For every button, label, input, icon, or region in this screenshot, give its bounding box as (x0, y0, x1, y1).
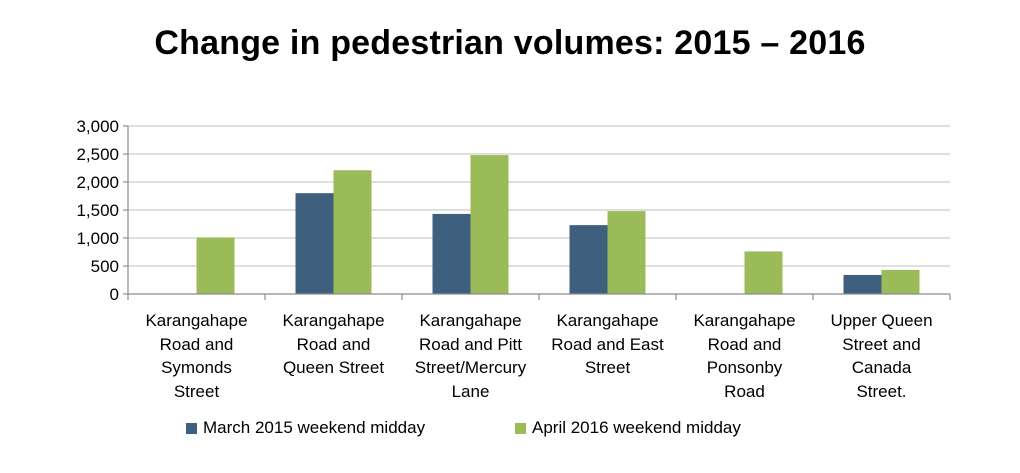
x-tick-label: Karangahape Road and East Street (551, 311, 664, 377)
x-tick-label: Karangahape Road and Symonds Street (145, 311, 248, 401)
bar-march-2015 (569, 225, 608, 294)
gridlines (128, 125, 950, 267)
y-tick-label: 2,000 (76, 173, 119, 192)
bars (196, 155, 920, 294)
legend-item: March 2015 weekend midday (186, 418, 425, 438)
x-tick-label: Karangahape Road and Ponsonby Road (693, 311, 796, 401)
x-tick-label: Karangahape Road and Pitt Street/Mercury La… (414, 311, 527, 401)
y-tick-label: 3,000 (76, 117, 119, 136)
bar-april-2016 (607, 211, 646, 294)
y-tick-label: 500 (91, 257, 119, 276)
y-tick-label: 2,500 (76, 145, 119, 164)
legend-swatch (186, 422, 197, 434)
legend-item: April 2016 weekend midday (515, 418, 741, 438)
legend-label: April 2016 weekend midday (532, 418, 741, 437)
axes (123, 125, 951, 300)
y-tick-labels: 0 500 1,000 1,500 2,000 2,500 3,000 (76, 117, 119, 304)
chart-title: Change in pedestrian volumes: 2015 – 201… (154, 24, 866, 62)
y-tick-label: 1,000 (76, 229, 119, 248)
bar-march-2015 (295, 193, 334, 294)
legend: March 2015 weekend midday April 2016 week… (0, 418, 1020, 448)
legend-swatch (515, 422, 526, 434)
bar-april-2016 (881, 269, 920, 294)
bar-march-2015 (432, 213, 471, 294)
x-tick-label: Upper Queen Street and Canada Street. (830, 311, 933, 401)
legend-label: March 2015 weekend midday (203, 418, 426, 437)
y-tick-label: 1,500 (76, 201, 119, 220)
x-tick-label: Karangahape Road and Queen Street (282, 311, 385, 377)
bar-april-2016 (196, 237, 235, 294)
bar-april-2016 (470, 155, 509, 294)
bar-april-2016 (333, 170, 372, 294)
y-tick-label: 0 (110, 285, 119, 304)
bar-march-2015 (843, 274, 882, 294)
bar-april-2016 (744, 251, 783, 294)
